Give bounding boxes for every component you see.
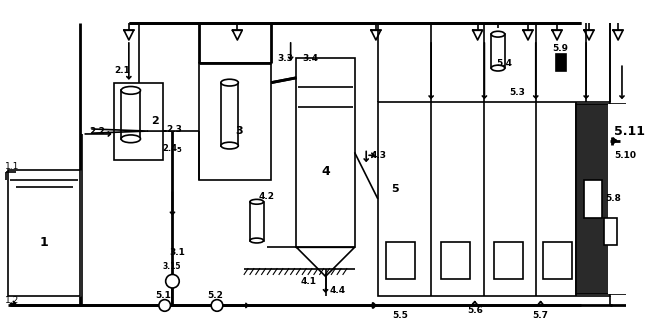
Text: 4.3: 4.3 (370, 151, 386, 160)
Text: 5: 5 (391, 184, 399, 194)
Bar (556, 53, 566, 71)
Text: 5: 5 (177, 148, 182, 154)
Text: 5.4: 5.4 (495, 59, 512, 68)
Bar (494, 242, 523, 279)
Text: 1.1: 1.1 (5, 162, 19, 172)
Text: 5.7: 5.7 (532, 311, 548, 319)
Text: 5.2: 5.2 (207, 291, 223, 300)
Text: 5.5: 5.5 (392, 311, 408, 319)
Text: 4: 4 (321, 165, 330, 178)
Ellipse shape (121, 135, 140, 143)
Ellipse shape (250, 199, 264, 204)
Bar (221, 83, 238, 146)
Text: 5.3: 5.3 (510, 88, 525, 97)
Text: 1.2: 1.2 (5, 296, 19, 305)
Circle shape (211, 300, 223, 311)
Bar (114, 83, 163, 160)
Bar (198, 63, 271, 179)
Text: 5.8: 5.8 (605, 195, 621, 203)
Ellipse shape (221, 79, 238, 86)
Bar (297, 58, 355, 247)
Ellipse shape (121, 87, 140, 94)
Bar (609, 104, 630, 294)
Text: 2.4: 2.4 (162, 144, 177, 153)
Bar (491, 34, 505, 68)
Bar (638, 242, 646, 281)
Text: 5.9: 5.9 (552, 44, 568, 53)
Text: 5.10: 5.10 (614, 151, 636, 160)
Ellipse shape (491, 65, 505, 71)
Text: 2.2: 2.2 (89, 127, 105, 135)
Bar (386, 242, 415, 279)
Ellipse shape (250, 238, 264, 243)
Text: 1: 1 (39, 236, 48, 249)
Bar (121, 91, 140, 139)
Bar (441, 242, 470, 279)
Bar (8, 170, 80, 296)
Text: 4.1: 4.1 (300, 277, 316, 286)
Text: 5.6: 5.6 (467, 306, 483, 315)
Circle shape (165, 275, 179, 288)
Text: 3.4: 3.4 (302, 54, 318, 63)
Text: 2.3: 2.3 (167, 125, 182, 133)
Bar (584, 179, 601, 218)
Text: 4.2: 4.2 (258, 193, 275, 201)
Text: 2: 2 (151, 116, 159, 126)
Bar (378, 102, 610, 296)
Bar (576, 104, 630, 294)
Ellipse shape (491, 31, 505, 37)
Text: 5.1: 5.1 (155, 291, 171, 300)
Text: 3: 3 (236, 126, 243, 136)
Text: 3.1: 3.1 (169, 248, 185, 257)
Bar (603, 218, 617, 245)
Ellipse shape (221, 142, 238, 149)
Bar (250, 202, 264, 240)
Text: 2.1: 2.1 (114, 67, 130, 75)
Text: 3.15: 3.15 (163, 262, 182, 271)
Text: 4.4: 4.4 (329, 286, 345, 296)
Bar (543, 242, 572, 279)
Circle shape (159, 300, 171, 311)
Text: 3.3: 3.3 (278, 54, 294, 63)
Text: 5.11: 5.11 (614, 125, 645, 137)
